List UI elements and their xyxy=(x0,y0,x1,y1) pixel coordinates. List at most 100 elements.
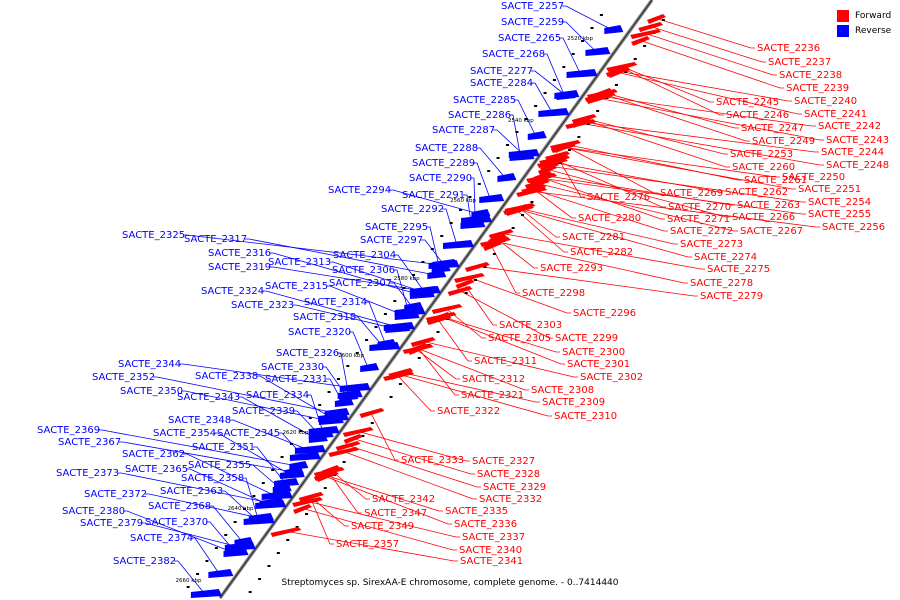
reverse-leader-line xyxy=(559,37,581,75)
forward-gene-label: SACTE_2261 xyxy=(744,175,807,186)
forward-gene-label: SACTE_2279 xyxy=(700,291,763,302)
forward-leader-line xyxy=(458,289,553,339)
reverse-leader-line xyxy=(181,390,330,422)
forward-leader-line xyxy=(581,118,730,168)
tick-dash xyxy=(286,539,290,541)
tick-dash xyxy=(412,274,416,276)
forward-gene xyxy=(410,337,436,347)
forward-leader-line xyxy=(284,530,458,562)
forward-leader-line xyxy=(644,32,777,76)
tick-dash xyxy=(624,71,628,73)
forward-gene-label: SACTE_2275 xyxy=(707,264,770,275)
forward-gene xyxy=(631,36,651,46)
tick-dash xyxy=(323,487,327,489)
reverse-gene-label: SACTE_2368 xyxy=(148,501,211,512)
forward-gene xyxy=(464,262,490,272)
tick-dash xyxy=(436,331,440,333)
reverse-gene xyxy=(274,478,300,487)
forward-gene-label: SACTE_2333 xyxy=(401,455,464,466)
forward-leader-line xyxy=(439,315,565,365)
tick-dash xyxy=(515,131,519,133)
tick-dash xyxy=(421,261,425,263)
reverse-leader-line xyxy=(145,493,260,519)
forward-gene-label: SACTE_2242 xyxy=(818,121,881,132)
forward-leader-line xyxy=(597,97,824,141)
forward-gene-label: SACTE_2337 xyxy=(462,532,525,543)
forward-gene xyxy=(342,427,374,437)
reverse-leader-line xyxy=(229,419,310,451)
forward-gene-label: SACTE_2253 xyxy=(730,149,793,160)
reverse-gene-label: SACTE_2374 xyxy=(130,533,193,544)
forward-leader-line xyxy=(445,307,486,339)
reverse-gene xyxy=(190,589,222,598)
tick-dash xyxy=(289,443,293,445)
forward-gene-label: SACTE_2276 xyxy=(587,192,650,203)
forward-leader-line xyxy=(582,117,728,155)
reverse-gene-label: SACTE_2338 xyxy=(195,371,258,382)
reverse-gene-label: SACTE_2259 xyxy=(501,17,564,28)
forward-gene xyxy=(313,467,345,477)
forward-gene xyxy=(479,237,511,247)
forward-gene-label: SACTE_2312 xyxy=(462,374,525,385)
forward-leader-line xyxy=(397,373,552,417)
tick-dash xyxy=(305,513,309,515)
reverse-leader-line xyxy=(119,441,294,473)
reverse-gene xyxy=(294,445,326,454)
reverse-gene xyxy=(339,392,359,401)
reverse-gene-label: SACTE_2318 xyxy=(293,312,356,323)
forward-leader-line xyxy=(579,122,824,166)
reverse-leader-line xyxy=(463,194,472,226)
forward-leader-line xyxy=(649,25,766,63)
tick-dash xyxy=(661,19,665,21)
strand-legend: Forward Reverse xyxy=(837,8,891,38)
forward-gene-label: SACTE_2250 xyxy=(782,172,845,183)
forward-gene-label: SACTE_2302 xyxy=(580,372,643,383)
forward-gene-label: SACTE_2308 xyxy=(531,385,594,396)
tick-dash xyxy=(342,461,346,463)
forward-gene-label: SACTE_2274 xyxy=(694,252,757,263)
legend-forward: Forward xyxy=(837,8,891,23)
reverse-leader-line xyxy=(141,522,239,548)
kbp-tick-label: 2640 kbp xyxy=(228,506,254,512)
reverse-leader-line xyxy=(562,5,613,31)
reverse-gene-label: SACTE_2315 xyxy=(265,281,328,292)
reverse-gene-label: SACTE_2363 xyxy=(160,486,223,497)
reverse-gene-labels: SACTE_2257 SACTE_2259 SACTE_2265 SACTE_2268… xyxy=(37,1,564,567)
forward-gene xyxy=(523,185,543,195)
forward-gene xyxy=(483,241,503,251)
forward-gene xyxy=(425,312,457,322)
tick-dash xyxy=(205,560,209,562)
tick-dash xyxy=(295,526,299,528)
forward-leader-line xyxy=(615,71,802,115)
reverse-gene-label: SACTE_2317 xyxy=(184,234,247,245)
reverse-gene-label: SACTE_2380 xyxy=(62,506,125,517)
forward-gene-label: SACTE_2311 xyxy=(474,356,537,367)
reverse-gene-label: SACTE_2314 xyxy=(304,297,367,308)
forward-gene-label: SACTE_2322 xyxy=(437,406,500,417)
reverse-leader-line xyxy=(531,82,553,114)
forward-gene-label: SACTE_2249 xyxy=(752,136,815,147)
reverse-gene xyxy=(566,69,598,78)
forward-gene xyxy=(292,497,324,507)
tick-dash xyxy=(524,118,528,120)
forward-leader-line xyxy=(518,206,560,238)
forward-gene xyxy=(574,115,594,125)
reverse-gene-label: SACTE_2319 xyxy=(208,262,271,273)
tick-dash xyxy=(398,383,402,385)
forward-leader-line xyxy=(531,188,668,232)
tick-dash xyxy=(464,292,468,294)
forward-gene-label: SACTE_2282 xyxy=(570,247,633,258)
forward-gene-label: SACTE_2299 xyxy=(555,333,618,344)
forward-leader-line xyxy=(620,65,714,103)
reverse-gene xyxy=(308,430,334,439)
reverse-gene xyxy=(285,467,305,476)
forward-gene-label: SACTE_2248 xyxy=(826,160,889,171)
forward-leader-line xyxy=(619,66,724,116)
tick-dash xyxy=(370,422,374,424)
reverse-gene-label: SACTE_2289 xyxy=(412,158,475,169)
forward-leader-line xyxy=(561,146,780,178)
reverse-gene-label: SACTE_2362 xyxy=(122,449,185,460)
reverse-gene-label: SACTE_2334 xyxy=(246,390,309,401)
reverse-leader-line xyxy=(473,162,491,200)
forward-gene-label: SACTE_2241 xyxy=(804,109,867,120)
